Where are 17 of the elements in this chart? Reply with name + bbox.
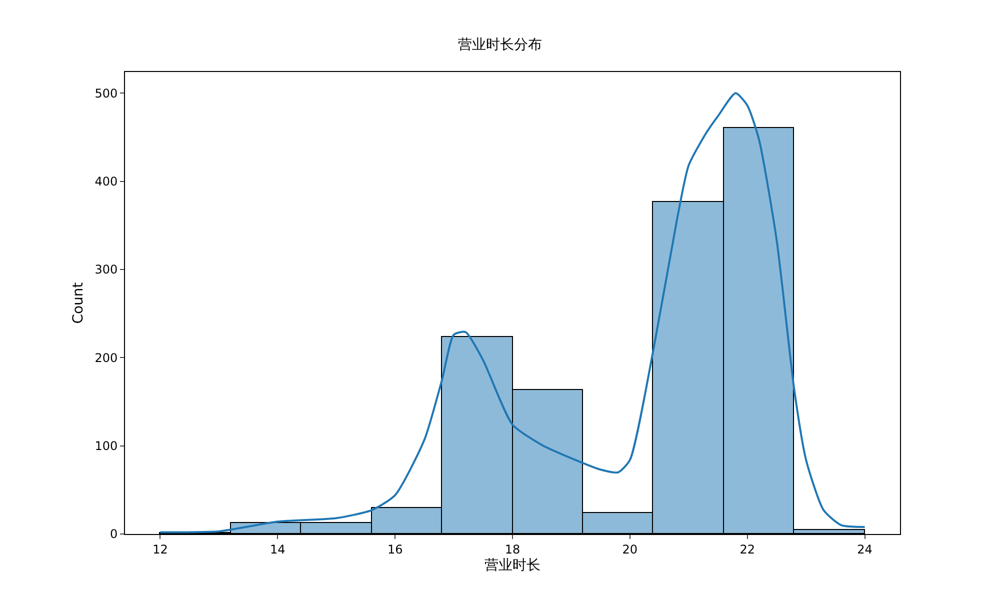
x-tick-label: 12 xyxy=(152,542,168,556)
x-tick-label: 20 xyxy=(622,542,638,556)
chart-title: 营业时长分布 xyxy=(458,36,542,53)
x-tick-label: 18 xyxy=(504,542,520,556)
x-tick-label: 14 xyxy=(270,542,286,556)
x-axis-title: 营业时长 xyxy=(484,558,540,574)
y-tick-label: 300 xyxy=(94,262,118,277)
x-tick-label: 16 xyxy=(387,542,403,556)
y-tick-label: 100 xyxy=(94,439,118,454)
line-series xyxy=(159,92,866,534)
y-tick-label: 400 xyxy=(94,174,118,189)
x-tick-label: 24 xyxy=(857,542,872,556)
y-tick-label: 0 xyxy=(110,527,118,542)
y-tick-label: 200 xyxy=(94,350,118,365)
y-axis-title: Count xyxy=(70,282,86,324)
y-tick-label: 500 xyxy=(94,86,118,100)
x-tick-label: 22 xyxy=(740,542,755,556)
